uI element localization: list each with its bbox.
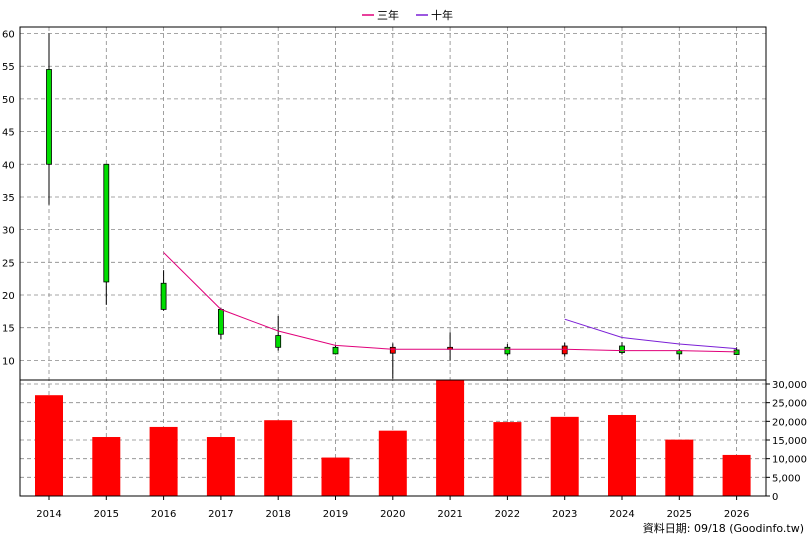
data-source-label: 資料日期: 09/18 (Goodinfo.tw)	[643, 521, 804, 535]
year-tick-label: 2023	[552, 509, 577, 520]
candle-body	[46, 69, 52, 165]
volume-bar	[493, 422, 522, 496]
volume-tick-label: 30,000	[772, 380, 807, 391]
candle-body	[275, 335, 282, 348]
volume-bar	[206, 437, 235, 496]
year-tick-label: 2021	[437, 509, 462, 520]
volume-bar	[665, 439, 694, 496]
year-tick-label: 2024	[609, 509, 634, 520]
candle-body	[504, 346, 511, 355]
year-tick-label: 2026	[724, 509, 749, 520]
volume-bar	[722, 454, 751, 496]
volume-bar	[436, 380, 465, 496]
candle-body	[389, 346, 396, 354]
candle-body	[619, 345, 625, 353]
volume-tick-label: 25,000	[772, 399, 807, 410]
price-tick-label: 10	[2, 356, 15, 367]
price-tick-label: 35	[2, 193, 15, 204]
candle-body	[160, 282, 167, 310]
volume-bar	[264, 420, 293, 496]
volume-bar	[378, 430, 407, 496]
year-tick-label: 2015	[94, 509, 119, 520]
year-tick-label: 2019	[323, 509, 348, 520]
price-tick-label: 60	[2, 30, 15, 41]
year-tick-label: 2022	[495, 509, 520, 520]
price-tick-label: 30	[2, 226, 15, 237]
candle-body	[561, 345, 568, 355]
legend-label-1: 三年	[377, 8, 399, 22]
volume-tick-label: 10,000	[772, 455, 807, 466]
year-axis: 2014 2015 2016 2017 2018 2019 2020 2021 2022 2023…	[36, 496, 749, 520]
year-tick-label: 2018	[265, 509, 290, 520]
volume-bar	[35, 395, 63, 496]
candle-body	[217, 308, 224, 335]
price-tick-label: 50	[2, 95, 15, 106]
volume-tick-label: 0	[772, 492, 778, 503]
year-tick-label: 2016	[151, 509, 176, 520]
volume-bar	[608, 414, 636, 496]
volume-axis: 0 5,000 10,000 15,000 20,000 25,000 30,000	[766, 380, 807, 503]
price-tick-label: 45	[2, 128, 15, 139]
year-tick-label: 2025	[667, 509, 692, 520]
ten-year-line	[564, 318, 737, 350]
price-tick-label: 20	[2, 291, 15, 302]
three-year-line	[163, 252, 737, 353]
price-axis: 10 15 20 25 30 35 40 45 50 55 60	[2, 30, 15, 368]
volume-tick-label: 5,000	[772, 473, 801, 484]
year-tick-label: 2020	[380, 509, 405, 520]
volume-plot-frame	[19, 379, 767, 497]
volume-bar	[149, 426, 178, 496]
year-tick-label: 2017	[208, 509, 233, 520]
candlesticks	[46, 33, 740, 379]
moving-average-lines	[163, 252, 737, 353]
price-tick-label: 15	[2, 324, 15, 335]
price-tick-label: 25	[2, 258, 15, 269]
price-grid	[20, 27, 766, 496]
volume-bar	[321, 457, 350, 496]
candle-body	[332, 346, 339, 355]
year-tick-label: 2014	[36, 509, 61, 520]
candle-body	[103, 163, 110, 283]
price-tick-label: 40	[2, 160, 15, 171]
chart-legend: 三年 十年	[362, 8, 453, 22]
volume-tick-label: 20,000	[772, 417, 807, 428]
volume-bars	[35, 380, 751, 496]
volume-bar	[550, 416, 579, 496]
volume-bar	[92, 437, 121, 496]
price-tick-label: 55	[2, 62, 15, 73]
legend-label-2: 十年	[431, 8, 453, 22]
volume-tick-label: 15,000	[772, 436, 807, 447]
